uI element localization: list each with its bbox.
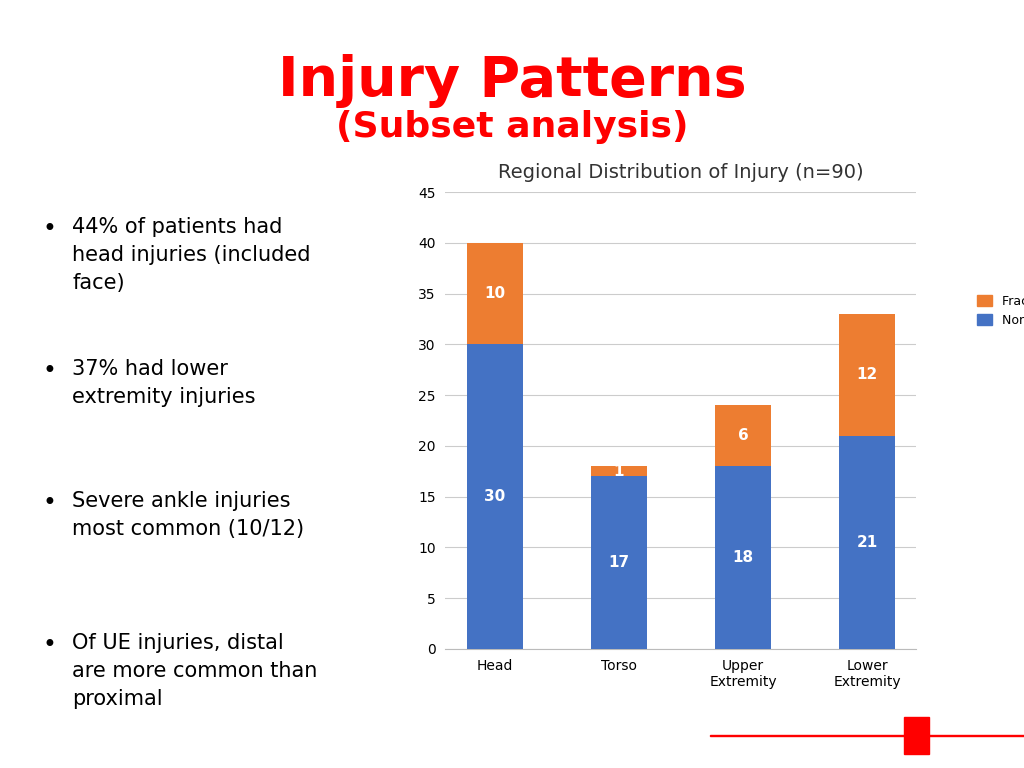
Bar bbox=[715, 466, 771, 649]
Text: 30: 30 bbox=[484, 489, 506, 504]
Text: •: • bbox=[43, 491, 56, 515]
Text: •: • bbox=[43, 217, 56, 241]
Bar bbox=[591, 476, 647, 649]
Text: •: • bbox=[43, 633, 56, 657]
Text: 37% had lower
extremity injuries: 37% had lower extremity injuries bbox=[73, 359, 256, 407]
Text: 17: 17 bbox=[608, 555, 630, 570]
Text: Severe ankle injuries
most common (10/12): Severe ankle injuries most common (10/12… bbox=[73, 491, 304, 539]
Bar bbox=[840, 435, 895, 649]
Text: 10: 10 bbox=[484, 286, 505, 301]
Text: 21: 21 bbox=[856, 535, 878, 550]
Bar bbox=[715, 406, 771, 466]
Text: 44% of patients had
head injuries (included
face): 44% of patients had head injuries (inclu… bbox=[73, 217, 311, 293]
Text: (Subset analysis): (Subset analysis) bbox=[336, 110, 688, 144]
Text: •: • bbox=[43, 359, 56, 383]
Text: 6: 6 bbox=[737, 429, 749, 443]
Text: 1: 1 bbox=[613, 464, 625, 478]
Text: 18: 18 bbox=[732, 550, 754, 565]
Text: Grady: Grady bbox=[909, 723, 988, 747]
Bar bbox=[904, 717, 929, 753]
Bar bbox=[710, 734, 1024, 737]
Bar bbox=[591, 466, 647, 476]
Title: Regional Distribution of Injury (n=90): Regional Distribution of Injury (n=90) bbox=[498, 163, 864, 182]
Bar bbox=[467, 344, 522, 649]
Legend: Fracture Injuries, Non-fracture Injuries: Fracture Injuries, Non-fracture Injuries bbox=[973, 290, 1024, 332]
Text: Injury Patterns: Injury Patterns bbox=[278, 54, 746, 108]
Text: 12: 12 bbox=[856, 367, 878, 382]
Bar bbox=[467, 243, 522, 344]
Bar bbox=[840, 314, 895, 435]
Text: Of UE injuries, distal
are more common than
proximal: Of UE injuries, distal are more common t… bbox=[73, 633, 317, 709]
